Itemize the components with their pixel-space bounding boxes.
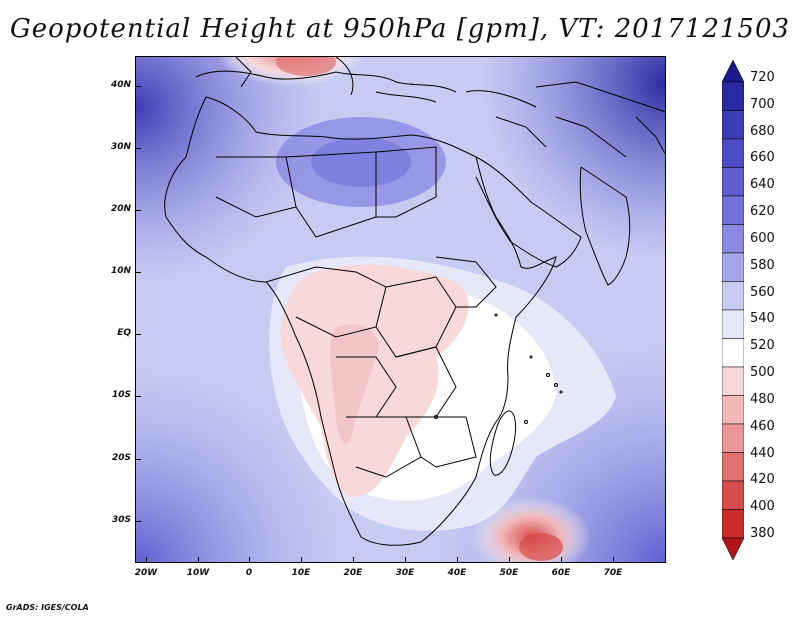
- colorbar-label: 500: [750, 365, 775, 381]
- xtick-mark: [301, 557, 302, 563]
- xtick-label: 60E: [551, 568, 571, 578]
- colorbar-label: 700: [750, 96, 775, 112]
- xtick-label: 20E: [343, 568, 363, 578]
- colorbar-label: 480: [750, 391, 775, 407]
- colorbar-swatch: [722, 252, 744, 282]
- colorbar-label: 460: [750, 418, 775, 434]
- colorbar-swatch: [722, 195, 744, 225]
- colorbar-swatch: [722, 480, 744, 510]
- colorbar-swatch: [722, 81, 744, 111]
- xtick-mark: [613, 557, 614, 563]
- colorbar-swatch: [722, 110, 744, 140]
- colorbar-label: 600: [750, 230, 775, 246]
- colorbar-label: 400: [750, 499, 775, 515]
- map-title: Geopotential Height at 950hPa [gpm], VT:…: [9, 14, 791, 44]
- colorbar-swatch: [722, 423, 744, 453]
- colorbar-label: 420: [750, 472, 775, 488]
- colorbar-swatch: [722, 167, 744, 197]
- xtick-mark: [353, 557, 354, 563]
- colorbar-swatch: [722, 509, 744, 539]
- ytick-mark: [135, 334, 141, 335]
- ytick-label: 20N: [110, 204, 131, 214]
- xtick-mark: [457, 557, 458, 563]
- colorbar-label: 680: [750, 123, 775, 139]
- xtick-label: 70E: [603, 568, 623, 578]
- colorbar-swatch: [722, 309, 744, 339]
- xtick-label: 0: [245, 568, 253, 578]
- ytick-mark: [135, 459, 141, 460]
- colorbar-swatch: [722, 338, 744, 368]
- colorbar-label: 520: [750, 338, 775, 354]
- ytick-label: 20S: [111, 453, 131, 463]
- ytick-mark: [135, 272, 141, 273]
- xtick-mark: [198, 557, 199, 563]
- ytick-label: 30N: [110, 142, 131, 152]
- colorbar-label: 660: [750, 150, 775, 166]
- xtick-label: 40E: [447, 568, 467, 578]
- xtick-mark: [561, 557, 562, 563]
- colorbar-swatch: [722, 224, 744, 254]
- colorbar-swatch: [722, 281, 744, 311]
- colorbar-label: 440: [750, 445, 775, 461]
- ytick-label: 30S: [111, 515, 131, 525]
- geopotential-field: [136, 57, 665, 562]
- xtick-label: 10W: [186, 568, 210, 578]
- colorbar-label: 620: [750, 204, 775, 220]
- colorbar-arrow-bottom: [722, 537, 744, 560]
- ytick-label: 40N: [110, 80, 131, 90]
- map-plot-area: [135, 56, 666, 563]
- grads-credit: GrADS: IGES/COLA: [6, 603, 89, 612]
- colorbar-label: 580: [750, 257, 775, 273]
- ytick-mark: [135, 521, 141, 522]
- colorbar-label: 560: [750, 284, 775, 300]
- ytick-mark: [135, 148, 141, 149]
- colorbar-label: 720: [750, 70, 775, 85]
- ytick-label: 10S: [111, 390, 131, 400]
- colorbar-swatch: [722, 138, 744, 168]
- ytick-mark: [135, 86, 141, 87]
- xtick-mark: [405, 557, 406, 563]
- colorbar-label: 380: [750, 526, 775, 541]
- colorbar-label: 640: [750, 177, 775, 193]
- xtick-mark: [249, 557, 250, 563]
- colorbar-swatch: [722, 366, 744, 396]
- ytick-mark: [135, 396, 141, 397]
- ytick-label: EQ: [117, 328, 131, 338]
- xtick-label: 50E: [499, 568, 519, 578]
- xtick-label: 10E: [291, 568, 311, 578]
- colorbar-swatch: [722, 395, 744, 425]
- xtick-mark: [509, 557, 510, 563]
- xtick-label: 30E: [395, 568, 415, 578]
- ytick-mark: [135, 210, 141, 211]
- ytick-label: 10N: [110, 266, 131, 276]
- colorbar-label: 540: [750, 311, 775, 327]
- colorbar-swatch: [722, 452, 744, 482]
- xtick-mark: [146, 557, 147, 563]
- colorbar-arrow-top: [722, 60, 744, 83]
- xtick-label: 20W: [134, 568, 158, 578]
- colorbar: [722, 60, 744, 560]
